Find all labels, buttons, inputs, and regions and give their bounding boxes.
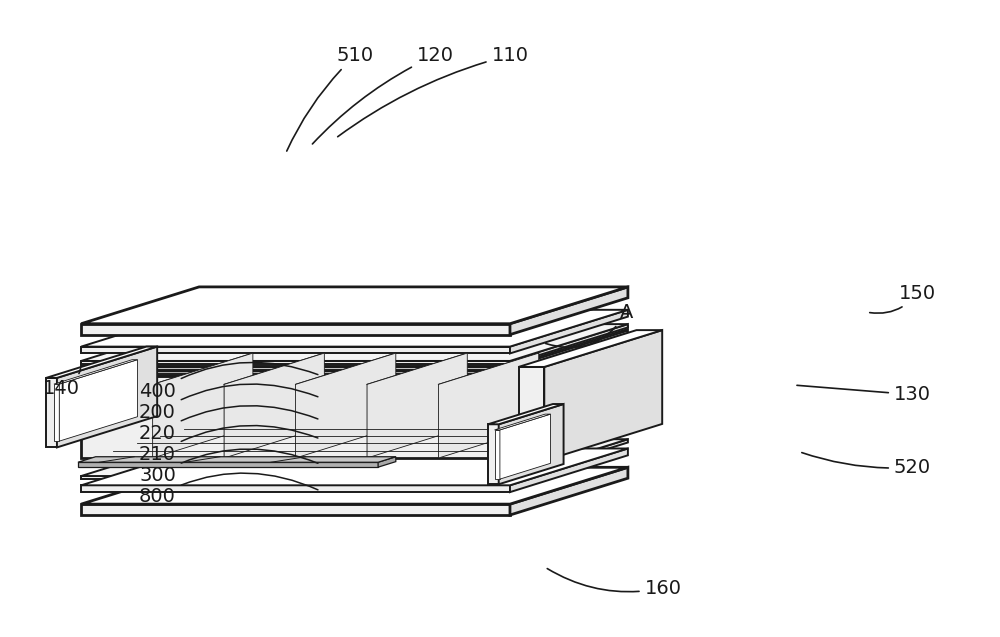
Polygon shape — [224, 353, 324, 458]
Polygon shape — [78, 457, 396, 462]
Polygon shape — [46, 347, 157, 378]
Text: 120: 120 — [312, 46, 454, 144]
Polygon shape — [81, 476, 510, 479]
Polygon shape — [81, 485, 510, 492]
Polygon shape — [499, 404, 564, 484]
Polygon shape — [495, 414, 550, 430]
Polygon shape — [488, 424, 499, 484]
Text: 800: 800 — [139, 473, 318, 506]
Polygon shape — [153, 353, 253, 458]
Polygon shape — [510, 468, 628, 515]
Polygon shape — [81, 326, 628, 363]
Polygon shape — [81, 347, 510, 354]
Polygon shape — [81, 468, 628, 504]
Polygon shape — [81, 440, 628, 476]
Text: 150: 150 — [870, 283, 936, 313]
Text: 130: 130 — [797, 385, 931, 404]
Polygon shape — [519, 367, 544, 461]
Polygon shape — [510, 326, 628, 366]
Text: 140: 140 — [43, 369, 81, 397]
Text: 300: 300 — [139, 449, 318, 485]
Polygon shape — [510, 331, 628, 370]
Text: 220: 220 — [139, 406, 318, 443]
Polygon shape — [81, 324, 628, 361]
Polygon shape — [544, 330, 662, 461]
Polygon shape — [81, 324, 510, 334]
Polygon shape — [81, 367, 510, 370]
Text: 210: 210 — [139, 426, 318, 464]
Polygon shape — [54, 384, 59, 441]
Polygon shape — [519, 330, 662, 367]
Polygon shape — [81, 371, 510, 374]
Polygon shape — [510, 324, 628, 364]
Text: 510: 510 — [287, 46, 374, 151]
Circle shape — [539, 427, 555, 437]
Polygon shape — [500, 414, 550, 479]
Polygon shape — [510, 334, 628, 374]
Polygon shape — [78, 462, 378, 467]
Polygon shape — [59, 360, 137, 441]
Polygon shape — [510, 287, 628, 334]
Polygon shape — [81, 361, 510, 364]
Polygon shape — [367, 353, 467, 458]
Polygon shape — [81, 331, 628, 367]
Polygon shape — [495, 430, 500, 479]
Polygon shape — [81, 448, 628, 485]
Polygon shape — [57, 347, 157, 447]
Text: 520: 520 — [802, 453, 931, 477]
Polygon shape — [81, 504, 510, 515]
Polygon shape — [81, 287, 628, 324]
Polygon shape — [510, 310, 628, 354]
Polygon shape — [81, 376, 510, 458]
Polygon shape — [439, 353, 539, 458]
Polygon shape — [510, 440, 628, 479]
Polygon shape — [510, 340, 628, 458]
Polygon shape — [81, 310, 628, 347]
Polygon shape — [46, 378, 57, 447]
Polygon shape — [510, 448, 628, 492]
Text: 200: 200 — [139, 384, 318, 422]
Polygon shape — [81, 340, 628, 376]
Polygon shape — [81, 334, 628, 371]
Text: A: A — [546, 303, 633, 348]
Text: 110: 110 — [338, 46, 528, 137]
Polygon shape — [54, 360, 137, 384]
Text: 160: 160 — [547, 569, 682, 598]
Polygon shape — [488, 404, 564, 424]
Text: 400: 400 — [139, 362, 318, 401]
Polygon shape — [296, 353, 396, 458]
Polygon shape — [378, 457, 396, 467]
Polygon shape — [81, 363, 510, 366]
